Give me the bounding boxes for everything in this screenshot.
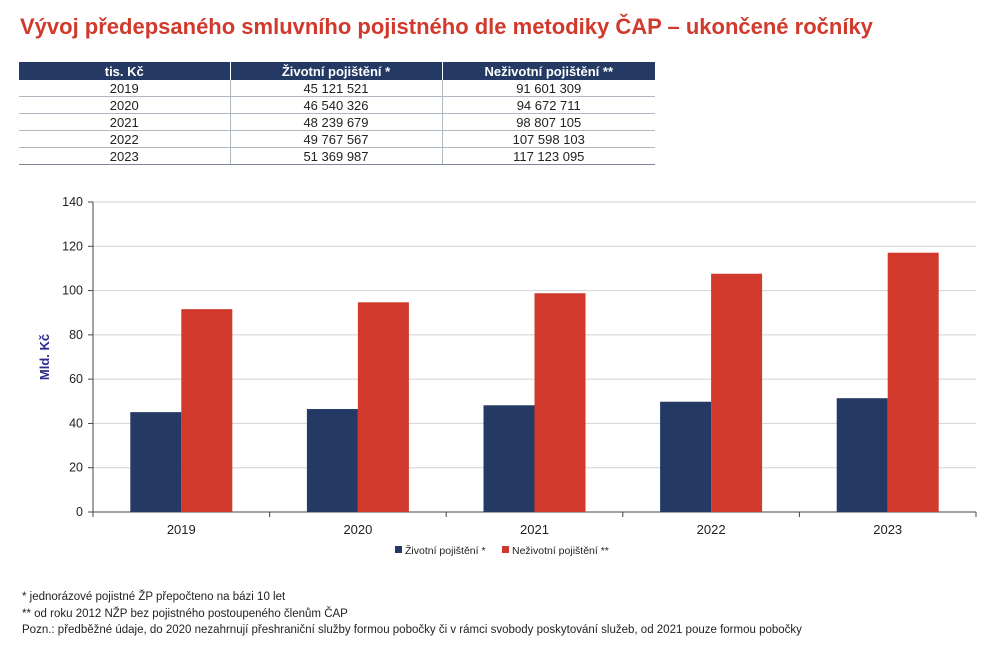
y-tick-label: 140 [62,195,83,209]
bar-life [130,412,182,512]
bar-nonlife [711,273,763,512]
table-cell-year: 2022 [19,130,231,148]
table-cell-year: 2021 [19,113,231,131]
legend-swatch [502,546,509,553]
bar-life [483,405,535,512]
y-tick-label: 0 [76,505,83,519]
data-table: tis. Kč Životní pojištění * Neživotní po… [19,62,655,165]
x-tick-label: 2021 [520,522,549,537]
table-cell-year: 2019 [19,80,231,97]
y-tick-label: 20 [69,461,83,475]
y-tick-label: 40 [69,416,83,430]
page-title: Vývoj předepsaného smluvního pojistného … [20,14,873,39]
table-cell-nonlife: 98 807 105 [442,113,655,131]
table-row: 2022 49 767 567 107 598 103 [19,130,655,148]
x-tick-label: 2020 [343,522,372,537]
legend-label: Životní pojištění * [405,544,486,557]
table-cell-year: 2023 [19,147,231,165]
x-tick-label: 2019 [167,522,196,537]
table-cell-life: 46 540 326 [230,96,443,114]
table-row: 2020 46 540 326 94 672 711 [19,96,655,114]
table-cell-life: 48 239 679 [230,113,443,131]
bar-nonlife [357,302,409,512]
table-header-cell: Životní pojištění * [230,62,443,80]
legend-label: Neživotní pojištění ** [512,545,609,557]
x-tick-label: 2023 [873,522,902,537]
table-row: 2023 51 369 987 117 123 095 [19,147,655,165]
y-tick-label: 120 [62,239,83,253]
table-cell-life: 45 121 521 [230,80,443,97]
table-row: 2021 48 239 679 98 807 105 [19,113,655,131]
footnotes: * jednorázové pojistné ŽP přepočteno na … [22,589,802,639]
bar-nonlife [534,293,586,512]
table-cell-year: 2020 [19,96,231,114]
table-cell-life: 51 369 987 [230,147,443,165]
legend-swatch [395,546,402,553]
table-header-cell: tis. Kč [19,62,231,80]
table-cell-nonlife: 117 123 095 [442,147,655,165]
bar-life [836,398,888,512]
table-cell-life: 49 767 567 [230,130,443,148]
bar-nonlife [887,252,939,512]
bar-nonlife [181,309,233,512]
bar-chart: 0 20 40 60 80 100 120 140 Mld. Kč 2019 2020 2021 202… [37,195,977,557]
table-cell-nonlife: 94 672 711 [442,96,655,114]
y-tick-label: 60 [69,372,83,386]
table-row: 2019 45 121 521 91 601 309 [19,80,655,97]
footnote: * jednorázové pojistné ŽP přepočteno na … [22,591,286,603]
footnote: ** od roku 2012 NŽP bez pojistného posto… [22,607,348,620]
bar-life [306,409,358,512]
bar-life [660,401,712,512]
table-header-cell: Neživotní pojištění ** [442,62,655,80]
x-tick-label: 2022 [697,522,726,537]
footnote: Pozn.: předběžné údaje, do 2020 nezahrnu… [22,624,802,636]
y-tick-label: 100 [62,284,83,298]
table-header-row: tis. Kč Životní pojištění * Neživotní po… [19,62,655,80]
table-cell-nonlife: 107 598 103 [442,130,655,148]
y-tick-label: 80 [69,328,83,342]
y-axis-label: Mld. Kč [37,334,52,380]
table-cell-nonlife: 91 601 309 [442,80,655,97]
